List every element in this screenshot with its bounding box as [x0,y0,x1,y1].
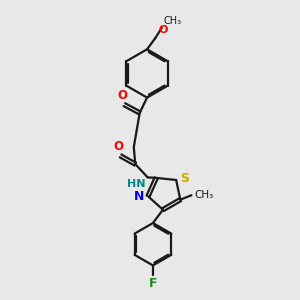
Text: N: N [134,190,145,203]
Text: S: S [180,172,189,185]
Text: HN: HN [127,179,145,189]
Text: CH₃: CH₃ [194,190,214,200]
Text: O: O [158,25,168,34]
Text: O: O [118,89,128,102]
Text: CH₃: CH₃ [164,16,182,26]
Text: F: F [149,277,157,290]
Text: O: O [114,140,124,153]
